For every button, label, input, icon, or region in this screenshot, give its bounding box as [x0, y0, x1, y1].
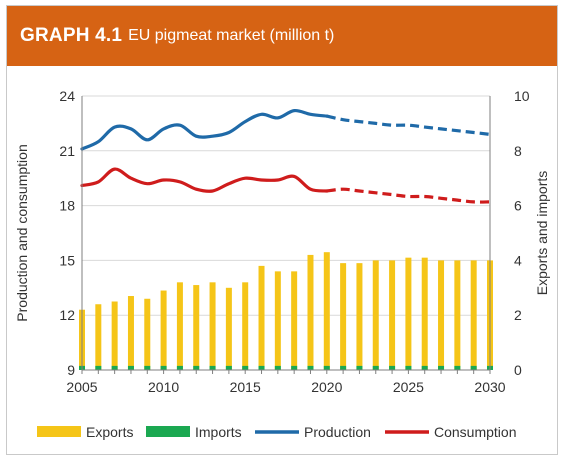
legend-label-exports: Exports: [86, 424, 133, 440]
imports-bar: [291, 365, 298, 370]
exports-bar: [372, 260, 379, 370]
exports-bar: [323, 252, 330, 370]
exports-bar: [127, 296, 134, 370]
y2-tick-label: 10: [514, 88, 530, 104]
graph-header: GRAPH 4.1 EU pigmeat market (million t): [7, 6, 557, 66]
y2-tick-label: 2: [514, 307, 522, 323]
y-axis-label: Production and consumption: [14, 144, 30, 321]
y-tick-label: 15: [59, 252, 75, 268]
exports-bar: [274, 271, 281, 370]
graph-frame: GRAPH 4.1 EU pigmeat market (million t): [6, 5, 558, 455]
imports-bar: [225, 365, 232, 370]
exports-bar: [438, 260, 445, 370]
imports-bar: [160, 365, 167, 370]
imports-bar: [209, 365, 216, 370]
imports-bar: [421, 365, 428, 370]
imports-bar: [454, 365, 461, 370]
consumption-line-forecast: [326, 187, 491, 204]
exports-bar: [421, 257, 428, 370]
y2-tick-label: 4: [514, 252, 522, 268]
x-tick-label: 2025: [393, 379, 424, 395]
exports-bar: [144, 298, 151, 370]
exports-bar: [454, 260, 461, 370]
exports-bar: [291, 271, 298, 370]
x-tick-label: 2030: [474, 379, 505, 395]
imports-bar: [405, 365, 412, 370]
legend-swatch-exports: [37, 426, 81, 437]
imports-bar: [438, 365, 445, 370]
x-tick-label: 2015: [230, 379, 261, 395]
imports-bar: [144, 365, 151, 370]
y2-tick-label: 8: [514, 143, 522, 159]
imports-bar: [307, 365, 314, 370]
imports-bar: [389, 365, 396, 370]
y2-tick-label: 6: [514, 198, 522, 214]
imports-bar: [323, 365, 330, 370]
consumption-line-historical: [80, 167, 329, 193]
x-tick-label: 2020: [311, 379, 342, 395]
exports-bar: [242, 282, 249, 370]
imports-bar: [95, 365, 102, 370]
y-tick-label: 12: [59, 307, 75, 323]
exports-bar: [176, 282, 183, 370]
exports-bar: [389, 260, 396, 370]
exports-bar: [405, 257, 412, 370]
imports-bar: [242, 365, 249, 370]
imports-bar: [274, 365, 281, 370]
imports-bar: [176, 365, 183, 370]
production-line-forecast: [326, 114, 491, 136]
x-tick-label: 2010: [148, 379, 179, 395]
exports-bar: [340, 263, 347, 370]
exports-bar: [307, 254, 314, 370]
y-tick-label: 18: [59, 198, 75, 214]
legend-swatch-imports: [146, 426, 190, 437]
imports-bar: [127, 365, 134, 370]
lines-layer: [80, 108, 491, 204]
imports-bar: [111, 365, 118, 370]
exports-bar: [258, 265, 265, 370]
graph-title: EU pigmeat market (million t): [128, 27, 335, 44]
exports-bar: [95, 304, 102, 370]
exports-bar: [470, 260, 477, 370]
y-tick-label: 21: [59, 143, 75, 159]
y2-axis-label: Exports and imports: [534, 171, 550, 296]
legend-label-imports: Imports: [195, 424, 242, 440]
y-tick-label: 9: [67, 362, 75, 378]
y2-tick-label: 0: [514, 362, 522, 378]
legend-label-production: Production: [304, 424, 371, 440]
exports-bar: [111, 301, 118, 370]
graph-label: GRAPH 4.1: [20, 25, 123, 46]
production-line-historical: [80, 108, 329, 151]
imports-bar: [193, 365, 200, 370]
exports-bar: [225, 287, 232, 370]
imports-bar: [258, 365, 265, 370]
exports-bar: [160, 290, 167, 370]
imports-bar: [470, 365, 477, 370]
imports-bar: [356, 365, 363, 370]
imports-bar: [372, 365, 379, 370]
exports-bar: [356, 263, 363, 370]
legend: Exports Imports Production Consumption: [37, 424, 517, 440]
x-tick-label: 2005: [66, 379, 97, 395]
exports-bar: [193, 285, 200, 370]
legend-label-consumption: Consumption: [434, 424, 517, 440]
y-tick-label: 24: [59, 88, 75, 104]
bars-layer: [79, 252, 493, 370]
exports-bar: [209, 282, 216, 370]
imports-bar: [340, 365, 347, 370]
